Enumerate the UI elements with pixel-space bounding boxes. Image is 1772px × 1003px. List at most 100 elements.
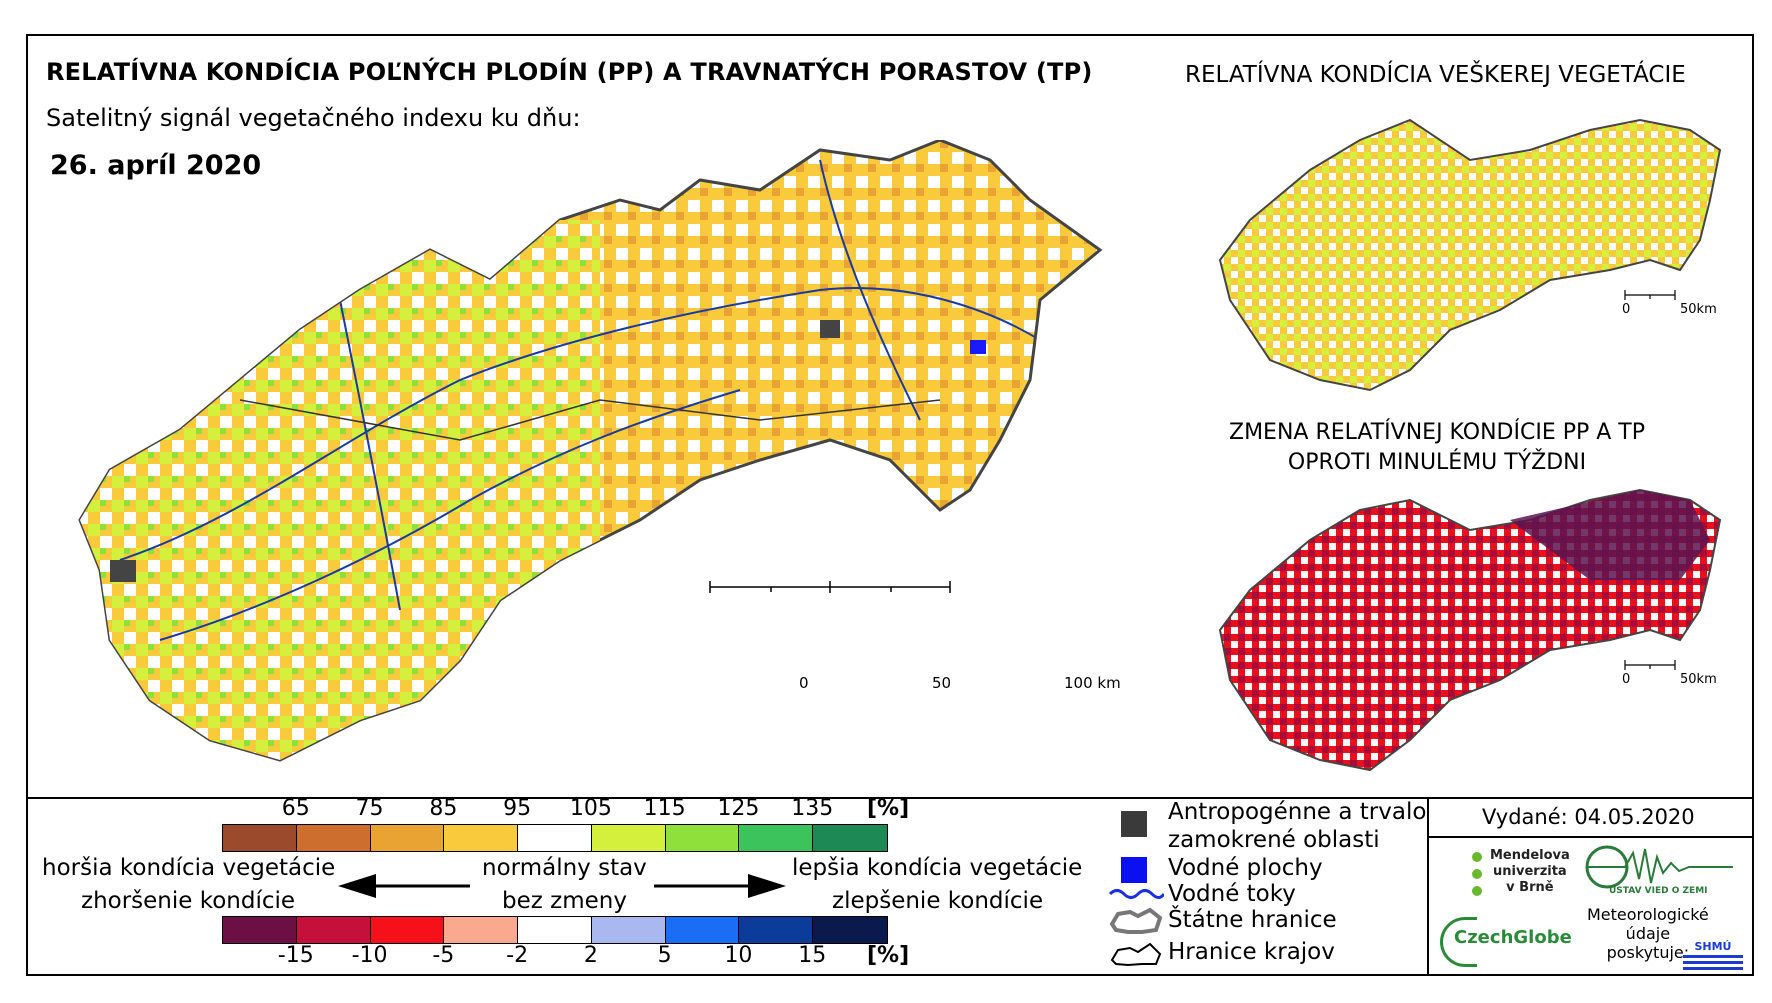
condBar-swatch [518,825,592,851]
issued-underline [1427,836,1754,838]
chgBar-swatch [665,917,740,943]
chgBar-swatch [223,917,297,943]
inset-bottom-scale-50: 50km [1680,672,1717,687]
condBar-swatch [370,825,445,851]
region-border-label: Hranice krajov [1168,939,1335,965]
anthropogenic-swatch [1121,811,1147,837]
inset-bottom-scale-bar [1624,660,1676,670]
globe-arc-icon [1440,917,1477,967]
condTicks-label: 65 [281,796,310,821]
chgTicks-label: 5 [657,943,672,968]
west-greener-area [80,220,600,760]
meteo-line2: údaje [1625,924,1671,943]
chgBar-swatch [370,917,445,943]
chgBar-swatch [444,917,519,943]
main-title: RELATÍVNA KONDÍCIA POĽNÝCH PLODÍN (PP) A… [46,58,1093,86]
mendel-logo: Mendelova univerzita v Brně [1462,848,1574,928]
mendel-dots-icon [1472,852,1482,896]
chgBar-swatch [296,917,371,943]
legend-divider [26,797,1754,799]
condTicks-label: 85 [429,796,458,821]
river-line [159,389,741,641]
legend-arrows [338,874,786,898]
region-border-line [239,399,941,441]
city-area [110,560,136,582]
condBar-swatch [813,825,887,851]
chgBar-swatch [591,917,666,943]
main-scale-0: 0 [799,674,809,692]
mendel-line1: Mendelova [1490,848,1570,863]
inset-top-shape [1218,118,1722,392]
normal-label-2: bez zmeny [502,888,627,914]
chgTicks-label: 10 [724,943,753,968]
seismograph-icon [1585,845,1733,889]
condBar-swatch [296,825,371,851]
inset-bottom-map [1218,488,1722,772]
chgTicks-label: -2 [506,943,529,968]
worse-label-2: zhoršenie kondície [81,888,296,914]
inset-top-title: RELATÍVNA KONDÍCIA VEŠKEREJ VEGETÁCIE [1185,62,1686,88]
anthropogenic-label-1: Antropogénne a trvalo [1168,799,1427,825]
legend-separator-vertical [1427,797,1429,976]
chgTicks-label: -10 [351,943,388,968]
darker-change-area [1510,490,1710,580]
arrow-right-icon [654,874,786,898]
state-border-icon [1109,907,1163,934]
change-color-bar [222,916,888,944]
better-label-2: zlepšenie kondície [832,888,1044,914]
condBar-swatch [739,825,814,851]
water-body-label: Vodné plochy [1168,855,1323,881]
mendel-line3: v Brně [1506,880,1554,895]
inset-top-scale-0: 0 [1622,302,1631,317]
better-label-1: lepšia kondícia vegetácie [792,855,1083,881]
condTicks-label: 105 [569,796,612,821]
river-wave-icon [1108,889,1164,899]
river-line [819,159,921,421]
subtitle: Satelitný signál vegetačného indexu ku d… [46,104,581,132]
arrow-left-icon [338,874,470,898]
chgBar-swatch [813,917,887,943]
condTicks-label: 95 [503,796,532,821]
meteo-line3: poskytuje: [1606,943,1690,962]
shmu-logo: SHMÚ [1683,940,1743,970]
water-body-swatch [1121,857,1147,883]
chgTicks-label: -15 [277,943,314,968]
inset-top-map [1218,118,1722,392]
condition-unit: [%] [867,796,910,821]
shmu-text: SHMÚ [1694,940,1732,953]
change-unit: [%] [867,943,910,968]
main-scale-100: 100 km [1064,674,1121,692]
condBar-swatch [223,825,297,851]
rivers-label: Vodné toky [1168,881,1296,907]
condBar-swatch [444,825,519,851]
chgTicks-label: 15 [798,943,827,968]
czechglobe-logo: CzechGlobe [1440,915,1580,967]
czechglobe-text: CzechGlobe [1454,927,1572,948]
mendel-line2: univerzita [1493,864,1567,879]
inset-top-scale-50: 50km [1680,302,1717,317]
chgBar-swatch [518,917,592,943]
condTicks-label: 125 [717,796,760,821]
region-border-icon [1110,942,1162,967]
main-map [78,140,1103,762]
date-label: 26. apríl 2020 [50,150,262,181]
condBar-swatch [591,825,666,851]
river-line [339,299,401,611]
chgTicks-label: 2 [583,943,598,968]
river-line [119,287,1041,561]
state-border-label: Štátne hranice [1168,907,1337,933]
inset-bottom-scale-0: 0 [1622,672,1631,687]
ustav-logo: ÚSTAV VIED O ZEMI [1585,843,1735,903]
anthropogenic-label-2: zamokrené oblasti [1168,827,1380,853]
worse-label-1: horšia kondícia vegetácie [42,855,336,881]
inset-bottom-title: ZMENA RELATÍVNEJ KONDÍCIE PP A TP OPROTI… [1229,418,1645,478]
city-area [820,320,840,338]
inset-top-scale-bar [1624,290,1676,300]
chgBar-swatch [739,917,814,943]
main-scale-50: 50 [932,674,952,692]
chgTicks-label: -5 [432,943,455,968]
condition-color-bar [222,824,888,852]
normal-label-1: normálny stav [482,855,647,881]
condTicks-label: 115 [643,796,686,821]
inset-bottom-title-line1: ZMENA RELATÍVNEJ KONDÍCIE PP A TP [1229,420,1646,445]
